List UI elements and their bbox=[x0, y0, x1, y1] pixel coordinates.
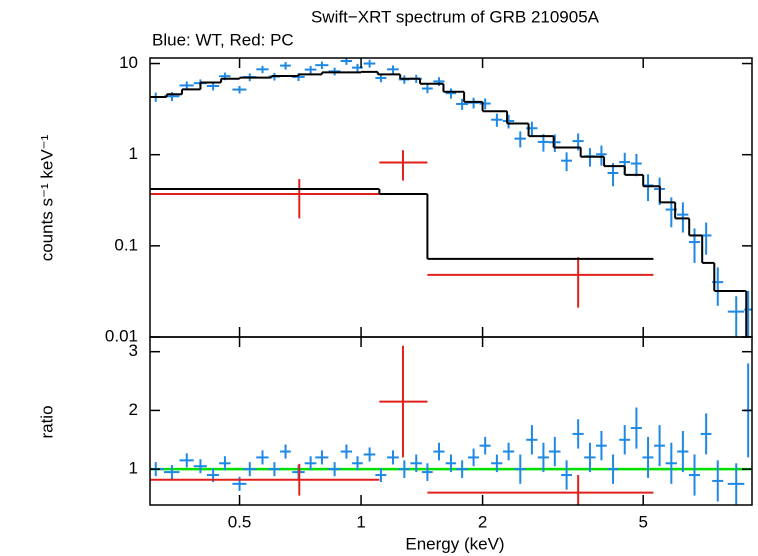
data-point bbox=[379, 150, 428, 181]
data-point bbox=[502, 442, 515, 461]
x-tick-label: 2 bbox=[478, 512, 487, 531]
data-point bbox=[688, 228, 700, 263]
y-axis-label: counts s⁻¹ keV⁻¹ bbox=[37, 134, 56, 261]
data-point bbox=[654, 425, 665, 467]
y-axis-label: ratio bbox=[37, 405, 56, 438]
data-point bbox=[619, 425, 631, 455]
data-point bbox=[548, 134, 561, 153]
y-tick-label: 1 bbox=[129, 459, 138, 478]
data-point bbox=[642, 436, 654, 478]
data-point bbox=[630, 407, 642, 449]
data-point bbox=[193, 459, 207, 474]
data-point bbox=[548, 436, 561, 467]
data-point bbox=[363, 59, 376, 68]
chart-title: Swift−XRT spectrum of GRB 210905A bbox=[311, 7, 600, 26]
plot-frame bbox=[149, 57, 753, 338]
data-point bbox=[379, 345, 428, 458]
plot-area bbox=[150, 345, 752, 505]
data-point bbox=[491, 454, 503, 473]
data-point bbox=[340, 444, 353, 459]
data-point bbox=[561, 460, 572, 490]
data-point bbox=[607, 454, 619, 484]
data-point bbox=[727, 296, 745, 337]
y-tick-label: 0.1 bbox=[114, 235, 138, 254]
data-point bbox=[328, 462, 341, 477]
data-point bbox=[700, 413, 712, 455]
data-point bbox=[150, 463, 380, 496]
data-point bbox=[467, 97, 480, 109]
data-point bbox=[421, 463, 433, 481]
data-point bbox=[514, 454, 526, 484]
chart-subtitle: Blue: WT, Red: PC bbox=[152, 30, 294, 49]
data-point bbox=[150, 179, 380, 219]
data-point bbox=[514, 131, 526, 148]
data-point bbox=[398, 460, 410, 478]
data-point bbox=[526, 425, 538, 455]
data-point bbox=[445, 88, 457, 99]
data-point bbox=[315, 61, 329, 70]
data-point bbox=[256, 450, 269, 465]
data-point bbox=[243, 462, 257, 477]
x-tick-label: 0.5 bbox=[228, 512, 252, 531]
data-point bbox=[315, 450, 329, 465]
plot-area bbox=[150, 58, 752, 337]
data-point bbox=[572, 419, 584, 449]
data-point bbox=[445, 454, 457, 473]
data-point bbox=[596, 430, 607, 461]
data-point bbox=[688, 454, 700, 496]
data-point bbox=[596, 145, 607, 166]
y-tick-label: 10 bbox=[119, 53, 138, 72]
data-point bbox=[712, 460, 724, 502]
plot-frame bbox=[149, 336, 753, 506]
data-point bbox=[479, 98, 491, 110]
data-point bbox=[433, 442, 445, 461]
data-point bbox=[219, 456, 231, 471]
y-tick-label: 0.01 bbox=[105, 326, 138, 345]
y-tick-label: 1 bbox=[129, 144, 138, 163]
data-point bbox=[256, 65, 269, 74]
data-point bbox=[304, 66, 317, 74]
data-point bbox=[375, 467, 387, 483]
data-point bbox=[677, 430, 689, 473]
data-point bbox=[387, 65, 399, 74]
data-point bbox=[375, 74, 387, 83]
data-point bbox=[363, 447, 376, 462]
x-axis-label: Energy (keV) bbox=[405, 534, 504, 553]
data-point bbox=[421, 84, 433, 94]
data-point bbox=[410, 454, 422, 473]
x-tick-label: 5 bbox=[638, 512, 647, 531]
data-point bbox=[456, 98, 468, 110]
data-point bbox=[491, 113, 503, 127]
x-tick-label: 1 bbox=[356, 512, 365, 531]
data-point bbox=[467, 448, 480, 467]
data-point bbox=[727, 463, 745, 505]
data-point bbox=[427, 257, 654, 308]
data-point bbox=[665, 442, 677, 484]
data-point bbox=[179, 453, 194, 468]
y-tick-label: 2 bbox=[129, 400, 138, 419]
data-point bbox=[164, 465, 180, 480]
data-point bbox=[630, 153, 642, 177]
data-point bbox=[537, 442, 549, 473]
data-point bbox=[280, 62, 291, 70]
data-point bbox=[232, 85, 247, 94]
data-point bbox=[456, 460, 468, 478]
data-point bbox=[584, 442, 596, 473]
data-point bbox=[387, 450, 399, 465]
data-point bbox=[561, 152, 572, 172]
y-tick-label: 3 bbox=[129, 341, 138, 360]
data-point bbox=[502, 114, 515, 129]
data-point bbox=[479, 436, 491, 455]
data-point bbox=[268, 462, 281, 477]
data-point bbox=[280, 444, 291, 459]
data-point bbox=[352, 456, 363, 471]
data-point bbox=[304, 456, 317, 471]
